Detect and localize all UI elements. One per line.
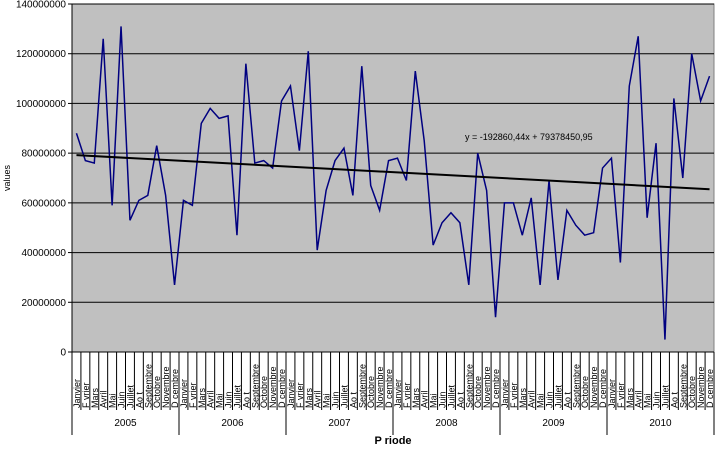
trend-line bbox=[76, 154, 710, 191]
x-tick-label: Septembre bbox=[250, 364, 260, 408]
x-tick-label: Juin bbox=[438, 391, 448, 408]
x-tick-label: Octobre bbox=[473, 376, 483, 408]
x-tick-label: Mars bbox=[197, 388, 207, 408]
x-tick-label: D cembre bbox=[705, 369, 715, 408]
x-tick-label: Juillet bbox=[125, 384, 135, 408]
x-tick-label: F vrier bbox=[188, 383, 198, 409]
y-tick-label: 0 bbox=[60, 348, 66, 359]
x-tick-label: Novembre bbox=[268, 366, 278, 408]
x-tick-label: Avril bbox=[206, 391, 216, 408]
x-tick-label: F vrier bbox=[616, 383, 626, 409]
x-tick-label: Avril bbox=[420, 391, 430, 408]
x-tick-label: Juin bbox=[224, 391, 234, 408]
x-tick-label: Novembre bbox=[482, 366, 492, 408]
y-tick-label: 40000000 bbox=[22, 248, 67, 259]
x-axis-title: P riode bbox=[374, 435, 411, 447]
x-tick-label: Mars bbox=[625, 388, 635, 408]
x-tick-label: Janvier bbox=[393, 379, 403, 408]
x-tick-label: Ao t bbox=[562, 391, 572, 408]
x-tick-label: Juin bbox=[652, 391, 662, 408]
x-tick-label: Mai bbox=[322, 393, 332, 408]
x-tick-label: Mars bbox=[90, 388, 100, 408]
x-tick-label: D cembre bbox=[384, 369, 394, 408]
x-tick-label: Mai bbox=[215, 393, 225, 408]
x-tick-label: Septembre bbox=[464, 364, 474, 408]
x-tick-label: D cembre bbox=[170, 369, 180, 408]
x-tick-label: Avril bbox=[634, 391, 644, 408]
x-tick-label: Octobre bbox=[687, 376, 697, 408]
y-tick-label: 80000000 bbox=[22, 149, 67, 160]
x-tick-label: Juin bbox=[117, 391, 127, 408]
x-tick-label: Janvier bbox=[72, 379, 82, 408]
x-tick-label: Janvier bbox=[286, 379, 296, 408]
x-tick-label: Mai bbox=[643, 393, 653, 408]
x-tick-label: Septembre bbox=[357, 364, 367, 408]
x-tick-label: Mars bbox=[304, 388, 314, 408]
x-tick-label: Septembre bbox=[143, 364, 153, 408]
x-tick-label: Juillet bbox=[553, 384, 563, 408]
x-tick-label: Juin bbox=[545, 391, 555, 408]
x-tick-label: Novembre bbox=[696, 366, 706, 408]
x-tick-label: Mai bbox=[108, 393, 118, 408]
trend-equation: y = -192860,44x + 79378450,95 bbox=[465, 132, 593, 142]
x-tick-label: Juillet bbox=[339, 384, 349, 408]
x-tick-label: Octobre bbox=[580, 376, 590, 408]
x-tick-label: F vrier bbox=[509, 383, 519, 409]
group-label: 2010 bbox=[649, 418, 672, 429]
x-tick-label: Octobre bbox=[259, 376, 269, 408]
y-tick-label: 100000000 bbox=[16, 99, 66, 110]
data-line bbox=[75, 26, 711, 340]
x-tick-label: Juillet bbox=[232, 384, 242, 408]
x-tick-label: Ao t bbox=[134, 391, 144, 408]
x-tick-label: Avril bbox=[527, 391, 537, 408]
x-tick-label: Ao t bbox=[241, 391, 251, 408]
x-tick-label: Mars bbox=[411, 388, 421, 408]
x-tick-label: Janvier bbox=[607, 379, 617, 408]
x-tick-label: Juillet bbox=[446, 384, 456, 408]
x-tick-label: Septembre bbox=[571, 364, 581, 408]
x-tick-label: Novembre bbox=[161, 366, 171, 408]
y-tick-label: 120000000 bbox=[16, 49, 66, 60]
x-tick-label: Juillet bbox=[660, 384, 670, 408]
x-tick-label: F vrier bbox=[402, 383, 412, 409]
x-tick-label: Mai bbox=[536, 393, 546, 408]
group-label: 2008 bbox=[435, 418, 458, 429]
x-tick-label: Novembre bbox=[375, 366, 385, 408]
x-tick-label: Novembre bbox=[589, 366, 599, 408]
group-label: 2009 bbox=[542, 418, 565, 429]
x-tick-label: Avril bbox=[99, 391, 109, 408]
x-tick-label: D cembre bbox=[277, 369, 287, 408]
group-label: 2006 bbox=[221, 418, 244, 429]
x-tick-label: Ao t bbox=[348, 391, 358, 408]
x-tick-label: Octobre bbox=[366, 376, 376, 408]
x-tick-label: Septembre bbox=[678, 364, 688, 408]
y-tick-label: 140000000 bbox=[16, 0, 66, 11]
x-tick-label: D cembre bbox=[598, 369, 608, 408]
plot-area bbox=[71, 3, 715, 353]
x-tick-label: Mai bbox=[429, 393, 439, 408]
y-tick-label: 20000000 bbox=[22, 298, 67, 309]
y-axis-title: values bbox=[2, 164, 12, 191]
group-label: 2005 bbox=[114, 418, 137, 429]
x-tick-label: Avril bbox=[313, 391, 323, 408]
x-tick-label: Janvier bbox=[500, 379, 510, 408]
x-tick-label: F vrier bbox=[81, 383, 91, 409]
x-tick-label: Ao t bbox=[455, 391, 465, 408]
x-tick-label: Juin bbox=[331, 391, 341, 408]
group-label: 2007 bbox=[328, 418, 351, 429]
x-tick-label: D cembre bbox=[491, 369, 501, 408]
x-tick-label: Mars bbox=[518, 388, 528, 408]
y-tick-label: 60000000 bbox=[22, 198, 67, 209]
x-tick-label: Ao t bbox=[669, 391, 679, 408]
x-tick-label: F vrier bbox=[295, 383, 305, 409]
x-tick-label: Octobre bbox=[152, 376, 162, 408]
x-tick-label: Janvier bbox=[179, 379, 189, 408]
